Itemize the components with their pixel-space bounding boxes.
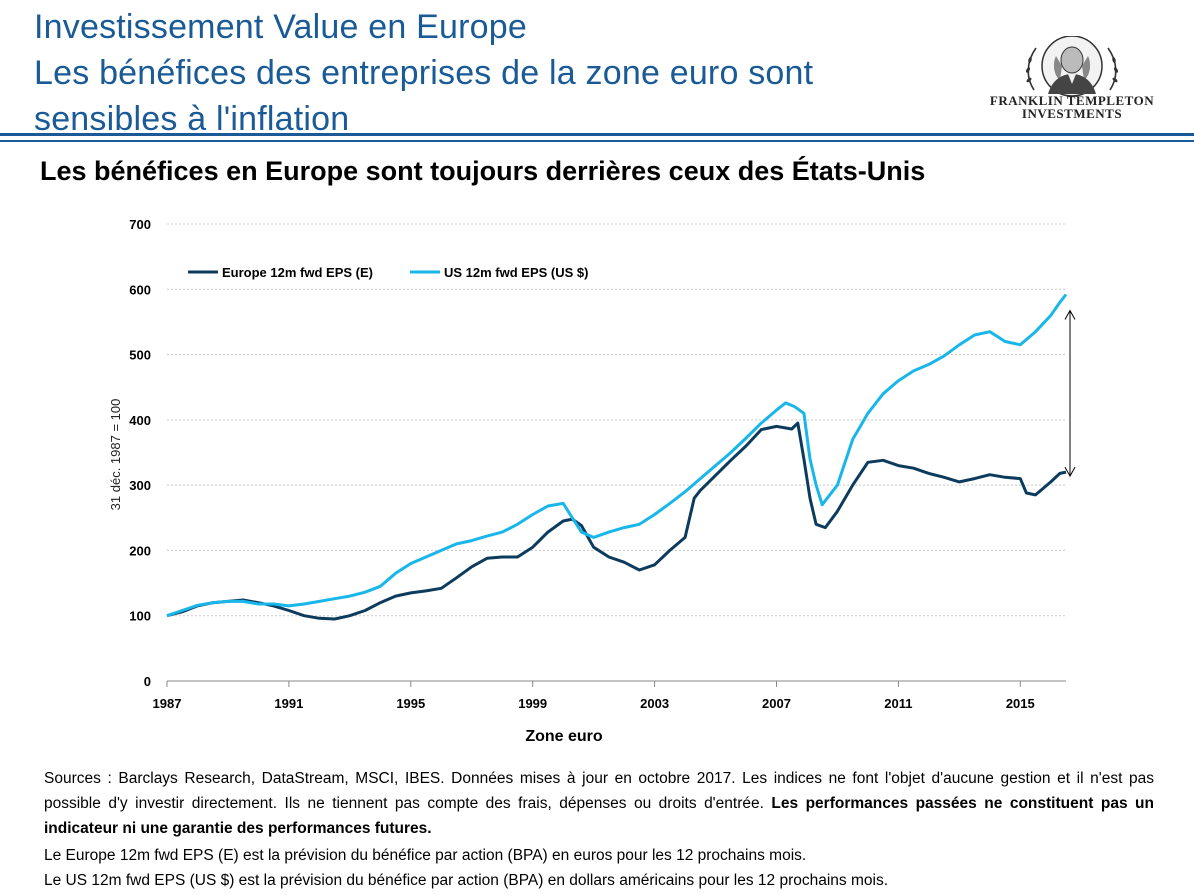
sources-note: Sources : Barclays Research, DataStream,…: [44, 766, 1154, 841]
x-tick-label: 2003: [640, 696, 669, 711]
chart-gridlines: [167, 223, 1066, 617]
y-tick-label: 600: [129, 282, 151, 297]
gap-arrow-head-bottom: [1064, 466, 1076, 478]
y-tick-label: 100: [129, 609, 151, 624]
chart-legend: Europe 12m fwd EPS (E) US 12m fwd EPS (US…: [188, 265, 588, 280]
y-axis-tick-labels: 0 100 200 300 400 500 600 700: [129, 217, 151, 689]
title-block: Investissement Value en Europe Les bénéf…: [34, 4, 974, 142]
y-tick-label: 700: [129, 217, 151, 232]
x-tick-label: 1995: [396, 696, 425, 711]
x-tick-label: 1991: [274, 696, 303, 711]
page-title-line-2: Les bénéfices des entreprises de la zone…: [34, 54, 814, 92]
x-tick-label: 2007: [762, 696, 791, 711]
x-tick-label: 1999: [518, 696, 547, 711]
header-rule: [0, 133, 1194, 136]
franklin-templeton-logo: FRANKLIN TEMPLETON INVESTMENTS: [982, 35, 1162, 126]
x-tick-label: 1987: [153, 696, 182, 711]
y-tick-label: 0: [144, 674, 151, 689]
disclaimer-bold: Les performances passées ne constituent …: [44, 795, 1154, 837]
europe-eps-series-line: [166, 421, 1067, 621]
us-eps-definition: Le US 12m fwd EPS (US $) est la prévisio…: [44, 872, 889, 889]
gap-arrow-head-top: [1064, 309, 1076, 320]
y-axis-label: 31 déc. 1987 = 100: [108, 399, 123, 511]
y-tick-label: 200: [129, 543, 151, 558]
legend-label-us: US 12m fwd EPS (US $): [444, 265, 588, 280]
chart-series-lines: [166, 293, 1068, 621]
legend-label-europe: Europe 12m fwd EPS (E): [222, 265, 373, 280]
us-eps-series-line: [166, 293, 1068, 618]
sources-text: Sources : Barclays Research, DataStream,…: [44, 770, 1154, 812]
x-tick-label: 2011: [884, 696, 912, 711]
header-rule-secondary: [0, 140, 1194, 142]
logo-text-line-2: INVESTMENTS: [1021, 106, 1123, 121]
logo-text-line-1: FRANKLIN TEMPLETON: [989, 93, 1155, 108]
y-tick-label: 400: [129, 413, 151, 428]
eps-line-chart: 0 100 200 300 400 500 600 700 1987 1991 1995 1999 2…: [108, 217, 1076, 745]
logo-portrait-icon: [1025, 35, 1119, 97]
chart-axes: [166, 680, 1066, 687]
y-tick-label: 300: [129, 478, 151, 493]
footnotes: Sources : Barclays Research, DataStream,…: [44, 766, 1154, 893]
x-axis-tick-labels: 1987 1991 1995 1999 2003 2007 2011 2015: [153, 696, 1035, 711]
x-tick-label: 2015: [1006, 696, 1035, 711]
page-title-line-1: Investissement Value en Europe: [34, 8, 527, 46]
chart-subtitle: Les bénéfices en Europe sont toujours de…: [40, 156, 926, 186]
x-axis-label: Zone euro: [525, 728, 603, 745]
page-title-line-3: sensibles à l'inflation: [34, 100, 350, 138]
europe-eps-definition: Le Europe 12m fwd EPS (E) est la prévisi…: [44, 847, 807, 864]
gap-arrow-annotation: [1064, 309, 1076, 478]
y-tick-label: 500: [129, 348, 151, 363]
